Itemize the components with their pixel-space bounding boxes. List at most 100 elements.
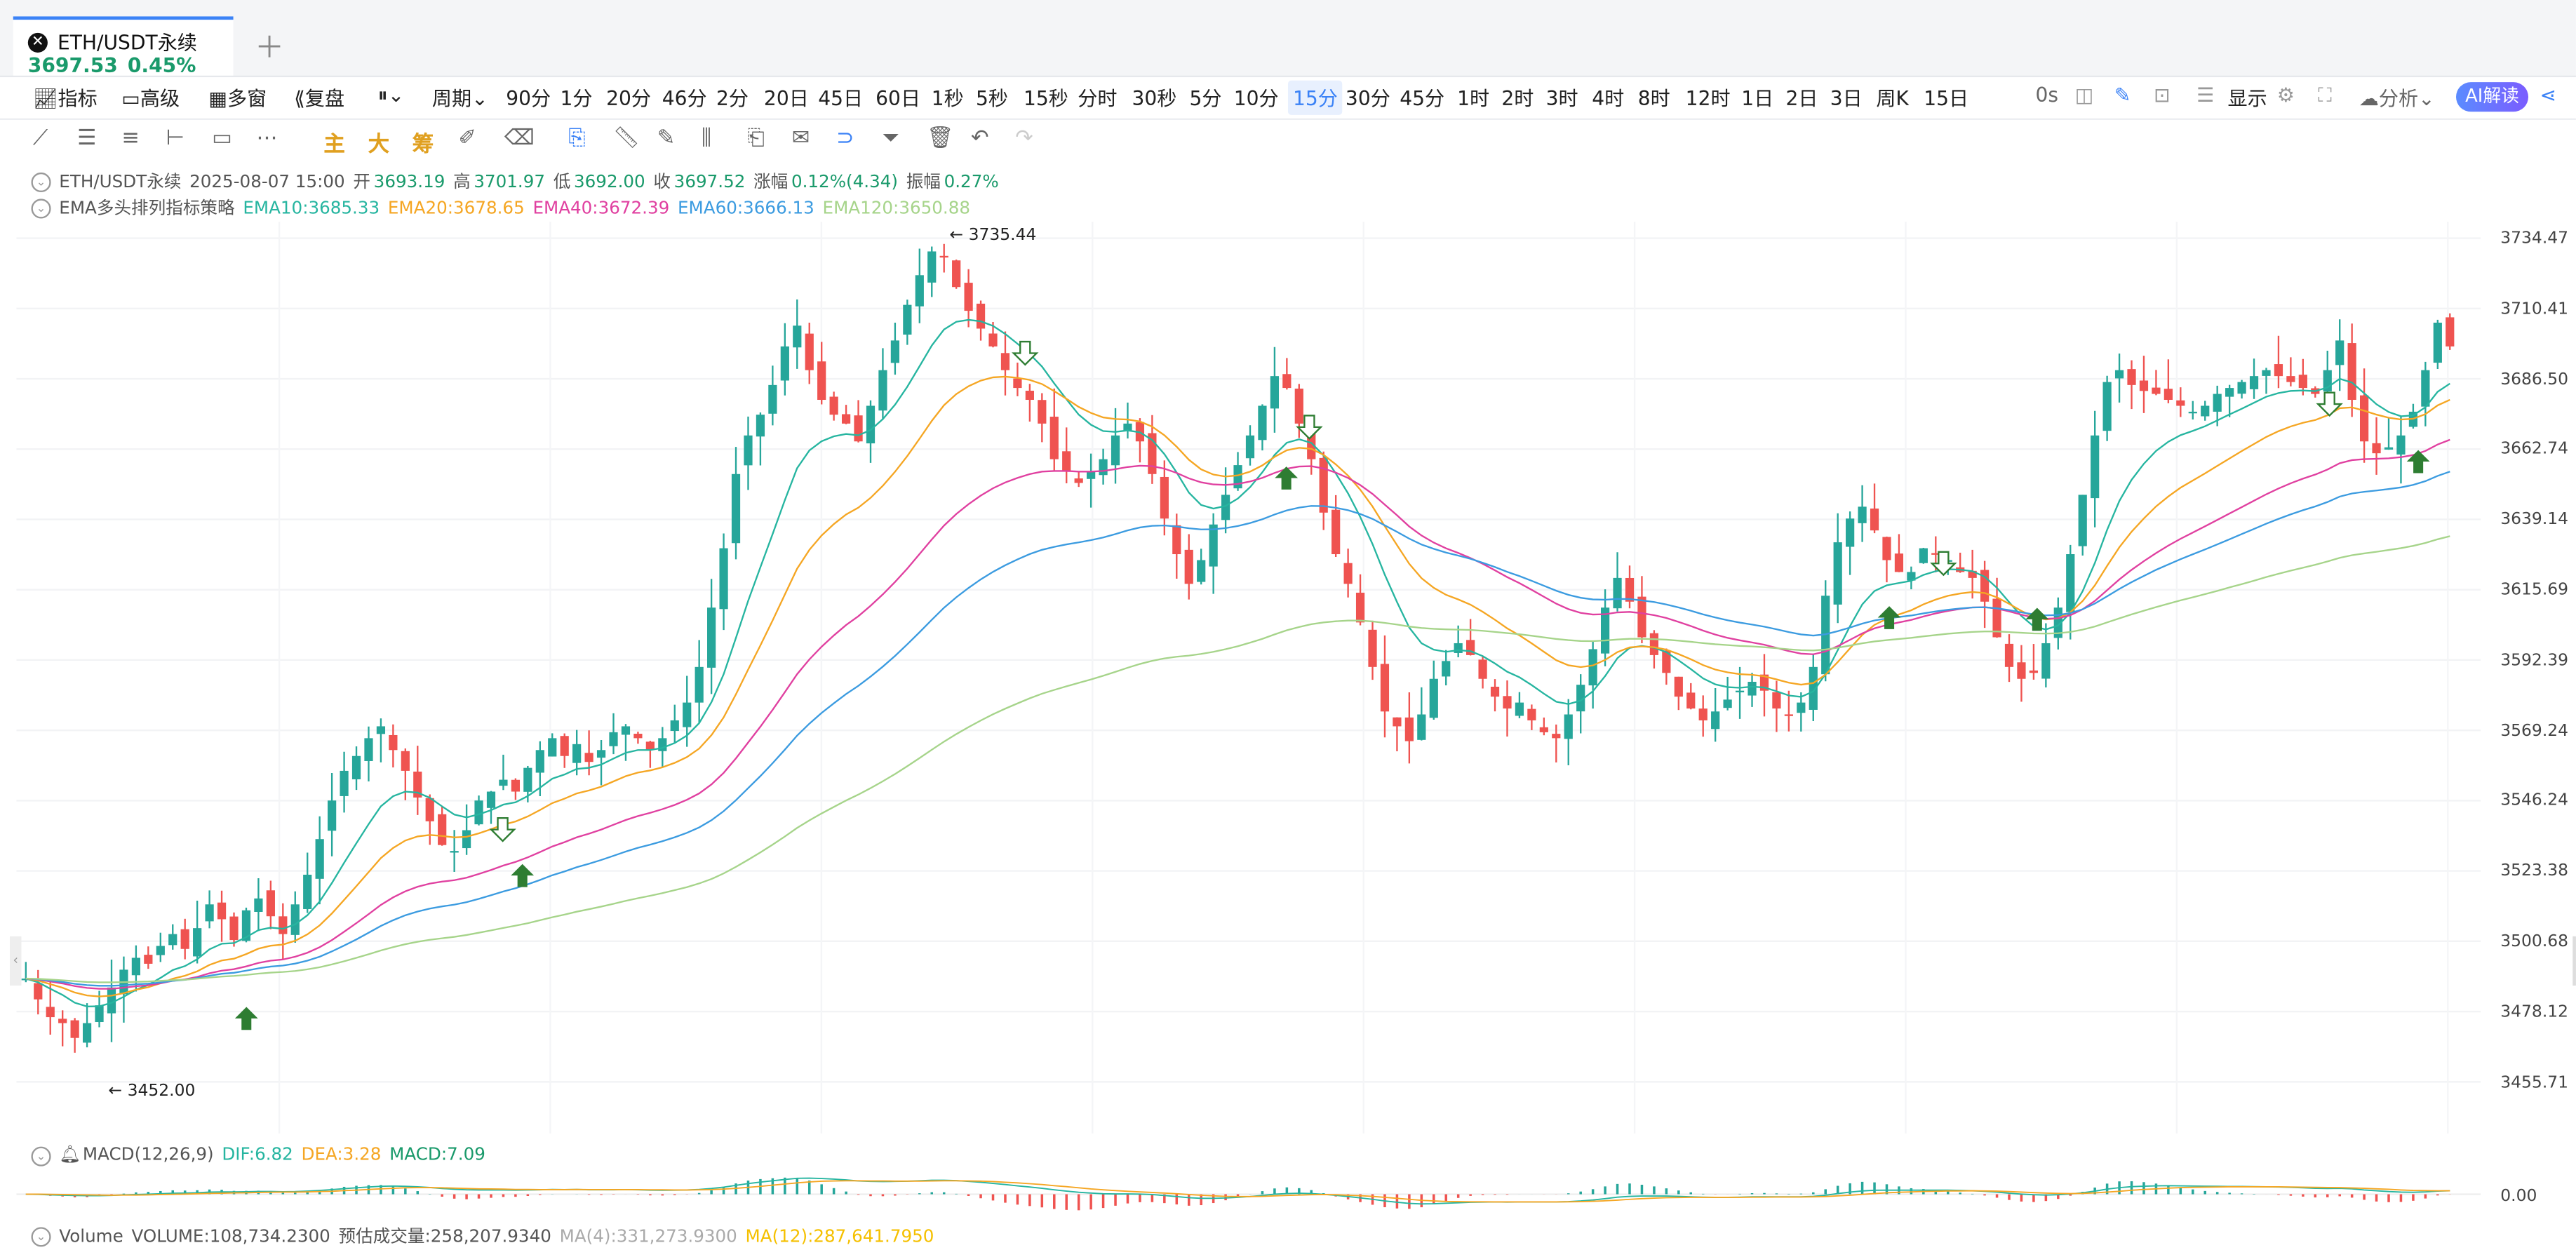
trend-line-icon[interactable]: ⟋ bbox=[32, 126, 48, 152]
add-tab-icon[interactable]: ＋ bbox=[254, 31, 285, 66]
period-25[interactable]: 2日 bbox=[1785, 87, 1818, 110]
main-tool[interactable]: 主 bbox=[323, 133, 345, 158]
candle-body bbox=[107, 987, 116, 1014]
period-16[interactable]: 30分 bbox=[1345, 87, 1390, 110]
candle-body bbox=[303, 874, 312, 909]
brush-icon[interactable]: ✎ bbox=[657, 126, 676, 152]
candle-body bbox=[560, 736, 569, 756]
magnet-icon[interactable]: ⊃ bbox=[836, 126, 854, 152]
price-tick-4: 3639.14 bbox=[2500, 511, 2569, 530]
period-0[interactable]: 90分 bbox=[506, 87, 551, 110]
copy-icon[interactable]: ⎘ bbox=[568, 126, 586, 152]
period-10[interactable]: 15秒 bbox=[1023, 87, 1068, 110]
candle-body bbox=[1588, 649, 1597, 686]
fullscreen-icon[interactable]: ⛶ bbox=[2318, 83, 2332, 107]
indicator-button[interactable]: 📈︎指标 bbox=[33, 83, 98, 112]
replay-button[interactable]: ⟪复盘 bbox=[294, 83, 344, 112]
chip-tool[interactable]: 筹 bbox=[412, 133, 434, 158]
period-14[interactable]: 10分 bbox=[1233, 87, 1279, 110]
symbol-name: ETH/USDT永续 bbox=[57, 31, 197, 55]
camera-icon[interactable]: ◫ bbox=[2074, 83, 2094, 107]
period-11[interactable]: 分时 bbox=[1078, 87, 1118, 110]
period-17[interactable]: 45分 bbox=[1400, 87, 1445, 110]
right-scroll-handle[interactable] bbox=[2572, 936, 2576, 986]
parallel-lines-icon[interactable]: ☰ bbox=[77, 126, 97, 152]
candle-body bbox=[144, 955, 153, 964]
edit-icon[interactable]: ✐ bbox=[458, 126, 476, 152]
ohlc-low: 3692.00 bbox=[574, 172, 645, 192]
price-tick-10: 3500.68 bbox=[2500, 933, 2569, 951]
candle-body bbox=[1270, 376, 1280, 409]
period-24[interactable]: 1日 bbox=[1741, 87, 1774, 110]
big-tool[interactable]: 大 bbox=[368, 133, 390, 158]
candle-type-button[interactable]: ⏸︎⌄ bbox=[378, 83, 405, 108]
candle-body bbox=[1478, 659, 1487, 679]
period-7[interactable]: 60日 bbox=[876, 87, 921, 110]
candle-body bbox=[658, 738, 667, 751]
period-13[interactable]: 5分 bbox=[1189, 87, 1222, 110]
candle-body bbox=[279, 916, 288, 934]
collapse-volume-icon[interactable]: ⌄ bbox=[31, 1227, 51, 1247]
channel-icon[interactable]: ≡ bbox=[121, 126, 140, 152]
period-12[interactable]: 30秒 bbox=[1132, 87, 1177, 110]
candles-icon[interactable]: ⫼ bbox=[701, 126, 711, 152]
candle-body bbox=[890, 340, 900, 363]
period-8[interactable]: 1秒 bbox=[931, 87, 964, 110]
period-28[interactable]: 15日 bbox=[1924, 87, 1969, 110]
period-9[interactable]: 5秒 bbox=[976, 87, 1009, 110]
eraser-icon[interactable]: ⌫ bbox=[504, 126, 535, 152]
period-15[interactable]: 15分 bbox=[1287, 80, 1343, 115]
gear-icon[interactable]: ⚙ bbox=[2276, 83, 2295, 107]
rectangle-icon[interactable]: ▭ bbox=[212, 126, 232, 152]
layout-icon[interactable]: ⊡ bbox=[2154, 83, 2171, 107]
period-4[interactable]: 2分 bbox=[716, 87, 749, 110]
ruler-icon[interactable]: 📏︎ bbox=[612, 126, 640, 152]
display-button[interactable]: 显示 bbox=[2227, 87, 2267, 110]
candle-body bbox=[756, 415, 765, 437]
period-dropdown[interactable]: 周期⌄ bbox=[432, 83, 488, 112]
redo-icon[interactable]: ↷ bbox=[1015, 126, 1033, 152]
period-22[interactable]: 8时 bbox=[1637, 87, 1670, 110]
period-2[interactable]: 20分 bbox=[606, 87, 652, 110]
more-icon[interactable]: ⋯ bbox=[256, 126, 278, 152]
period-3[interactable]: 46分 bbox=[662, 87, 707, 110]
note-icon[interactable]: ✉ bbox=[791, 126, 810, 152]
period-1[interactable]: 1分 bbox=[560, 87, 593, 110]
symbol-tab[interactable]: ✕ ETH/USDT永续 3697.53 0.45% bbox=[13, 16, 234, 77]
period-27[interactable]: 周K bbox=[1876, 87, 1909, 110]
multi-window-button[interactable]: ▦多窗 bbox=[208, 83, 267, 112]
period-20[interactable]: 3时 bbox=[1545, 87, 1578, 110]
period-21[interactable]: 4时 bbox=[1592, 87, 1625, 110]
horizontal-line-icon[interactable]: ⊢ bbox=[166, 126, 185, 152]
candle-body bbox=[1233, 465, 1242, 489]
period-19[interactable]: 2时 bbox=[1501, 87, 1534, 110]
candle-body bbox=[1355, 592, 1365, 623]
period-23[interactable]: 12时 bbox=[1685, 87, 1731, 110]
period-6[interactable]: 45日 bbox=[818, 87, 864, 110]
advanced-button[interactable]: ▭高级 bbox=[121, 83, 180, 112]
period-26[interactable]: 3日 bbox=[1830, 87, 1863, 110]
analysis-button[interactable]: ☁分析⌄ bbox=[2359, 83, 2435, 112]
candle-body bbox=[988, 333, 998, 347]
collapse-macd-icon[interactable]: ⌄ bbox=[31, 1146, 51, 1167]
pencil-icon[interactable]: ✎ bbox=[2114, 83, 2131, 107]
undo-icon[interactable]: ↶ bbox=[971, 126, 989, 152]
collapse-strategy-icon[interactable]: ⌄ bbox=[31, 199, 51, 219]
clipboard-icon[interactable]: ⎗ bbox=[747, 126, 765, 152]
candle-body bbox=[1907, 572, 1916, 581]
ema40-value: EMA40:3672.39 bbox=[532, 199, 670, 219]
candle-body bbox=[1245, 435, 1255, 459]
period-5[interactable]: 20日 bbox=[763, 87, 809, 110]
candle-body bbox=[1368, 629, 1377, 667]
period-18[interactable]: 1时 bbox=[1457, 87, 1490, 110]
collapse-ohlc-icon[interactable]: ⌄ bbox=[31, 172, 51, 192]
ai-interpret-button[interactable]: AI解读 bbox=[2455, 82, 2529, 112]
buy-arrow-icon bbox=[2025, 607, 2049, 631]
candle-body bbox=[1552, 734, 1561, 739]
trash-icon[interactable]: 🗑︎ bbox=[926, 126, 954, 152]
candle-body bbox=[290, 904, 300, 935]
candle-body bbox=[731, 473, 741, 544]
share-icon[interactable]: ⋖ bbox=[2540, 83, 2556, 107]
filter-icon[interactable]: ⏷ bbox=[882, 126, 899, 152]
left-scroll-handle[interactable]: ‹ bbox=[10, 936, 22, 986]
